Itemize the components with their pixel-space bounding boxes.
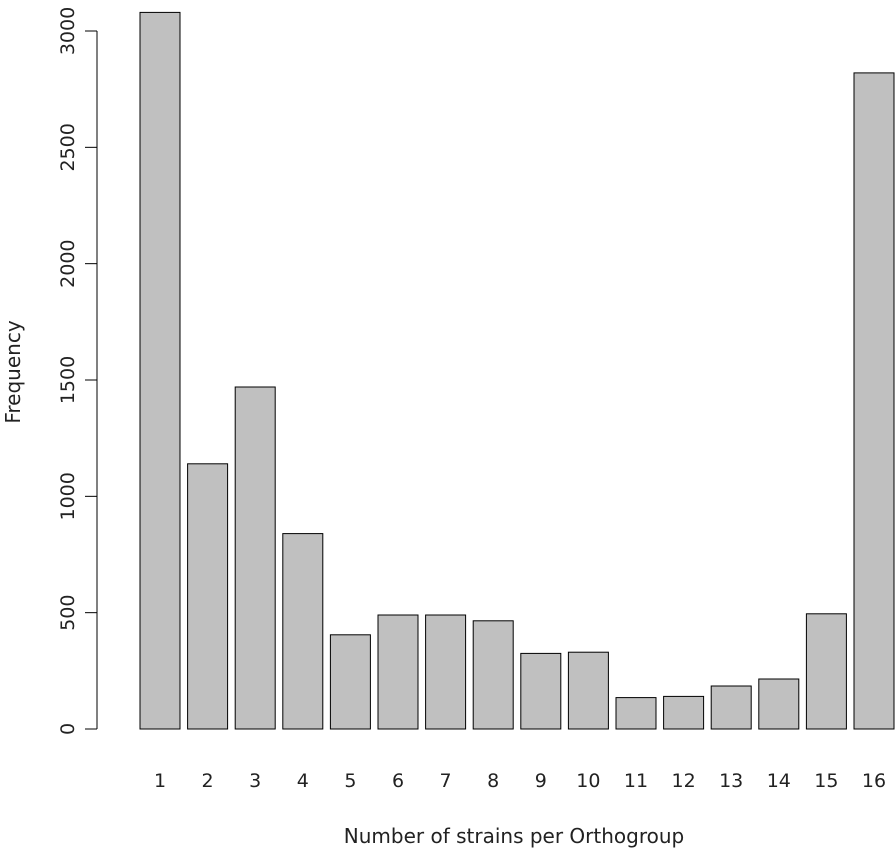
x-tick-label: 3	[249, 770, 261, 792]
y-tick-label: 0	[57, 723, 79, 735]
y-tick-label: 1000	[57, 472, 79, 520]
x-tick-label: 6	[392, 770, 404, 792]
bar-9	[520, 652, 562, 730]
x-tick-label: 8	[487, 770, 499, 792]
x-axis-title: Number of strains per Orthogroup	[344, 824, 684, 848]
y-axis: 0 500 1000 1500 2000 2500 3000	[57, 7, 98, 735]
bar-8	[472, 620, 514, 730]
x-tick-label: 16	[862, 770, 886, 792]
bar-5	[329, 634, 371, 730]
y-tick-label: 1500	[57, 356, 79, 404]
y-tick-label: 2000	[57, 239, 79, 287]
bar-16	[853, 72, 895, 730]
x-tick-label: 9	[535, 770, 547, 792]
x-tick-label: 5	[344, 770, 356, 792]
y-tick-label: 500	[57, 595, 79, 631]
x-tick-label: 1	[154, 770, 166, 792]
x-tick-label: 2	[202, 770, 214, 792]
x-tick-label: 15	[814, 770, 838, 792]
bar-1	[139, 11, 181, 730]
bar-7	[425, 614, 467, 730]
bar-14	[758, 678, 800, 730]
x-tick-label: 11	[624, 770, 648, 792]
bars-group	[139, 11, 895, 730]
y-tick-label: 3000	[57, 7, 79, 55]
bar-2	[187, 463, 229, 730]
bar-10	[567, 651, 609, 730]
x-tick-labels: 1 2 3 4 5 6 7 8 9 10 11 12 13 14 15 16	[154, 770, 886, 792]
bar-13	[710, 685, 752, 730]
bar-12	[663, 695, 705, 730]
bar-3	[234, 386, 276, 730]
bar-15	[805, 613, 847, 730]
bar-11	[615, 697, 657, 730]
x-tick-label: 12	[672, 770, 696, 792]
x-tick-label: 14	[767, 770, 791, 792]
y-tick-label: 2500	[57, 123, 79, 171]
x-tick-label: 10	[576, 770, 600, 792]
x-tick-label: 4	[297, 770, 309, 792]
y-axis-title: Frequency	[1, 320, 25, 423]
bar-4	[282, 533, 324, 730]
bar-6	[377, 614, 419, 730]
x-tick-label: 7	[440, 770, 452, 792]
x-tick-label: 13	[719, 770, 743, 792]
